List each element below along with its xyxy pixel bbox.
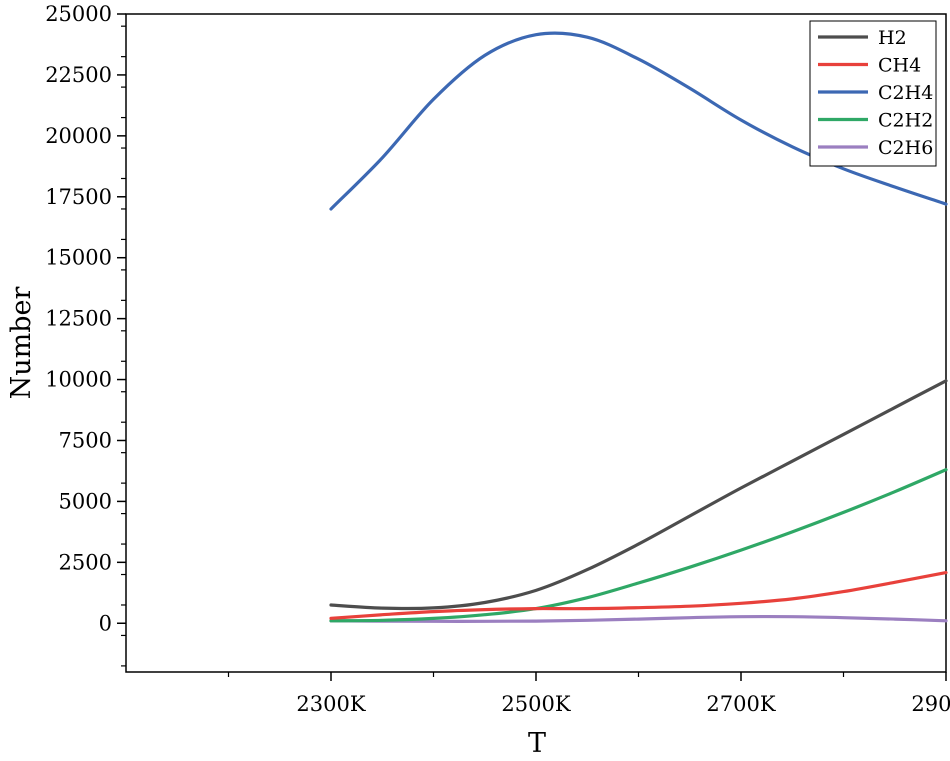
y-axis-title: Number bbox=[6, 287, 37, 400]
y-tick-label: 2500 bbox=[59, 550, 112, 574]
legend: H2 CH4 C2H4 C2H2 C2H6 bbox=[809, 20, 937, 167]
legend-label: CH4 bbox=[878, 55, 921, 77]
y-tick-label: 17500 bbox=[45, 185, 112, 209]
x-tick-label: 2700K bbox=[706, 692, 775, 716]
legend-label: C2H2 bbox=[878, 110, 933, 132]
x-tick-label: 2300K bbox=[296, 692, 365, 716]
y-tick-label: 25000 bbox=[45, 2, 112, 26]
y-axis: 0 2500 5000 7500 10000 12500 15000 17500 20000 22… bbox=[45, 2, 126, 667]
series-line-c2h4 bbox=[329, 31, 948, 211]
y-tick-label: 7500 bbox=[59, 428, 112, 452]
series-line-c2h2 bbox=[329, 468, 948, 623]
y-tick-label: 5000 bbox=[59, 489, 112, 513]
y-tick-label: 20000 bbox=[45, 124, 112, 148]
series-line-ch4 bbox=[329, 571, 948, 620]
y-tick-label: 22500 bbox=[45, 63, 112, 87]
x-axis: 2300K 2500K 2700K 2900K bbox=[227, 672, 950, 716]
legend-label: H2 bbox=[878, 27, 907, 49]
y-tick-label: 15000 bbox=[45, 246, 112, 270]
x-tick-label: 2500K bbox=[501, 692, 570, 716]
series-line-h2 bbox=[329, 379, 948, 611]
y-tick-label: 10000 bbox=[45, 368, 112, 392]
legend-label: C2H6 bbox=[878, 137, 933, 159]
legend-label: C2H4 bbox=[878, 82, 933, 104]
x-axis-title: T bbox=[528, 728, 546, 759]
y-tick-label: 12500 bbox=[45, 307, 112, 331]
series-line-c2h6 bbox=[329, 614, 948, 623]
x-tick-label: 2900K bbox=[911, 692, 950, 716]
series-lines bbox=[329, 31, 948, 623]
y-tick-label: 0 bbox=[99, 611, 112, 635]
